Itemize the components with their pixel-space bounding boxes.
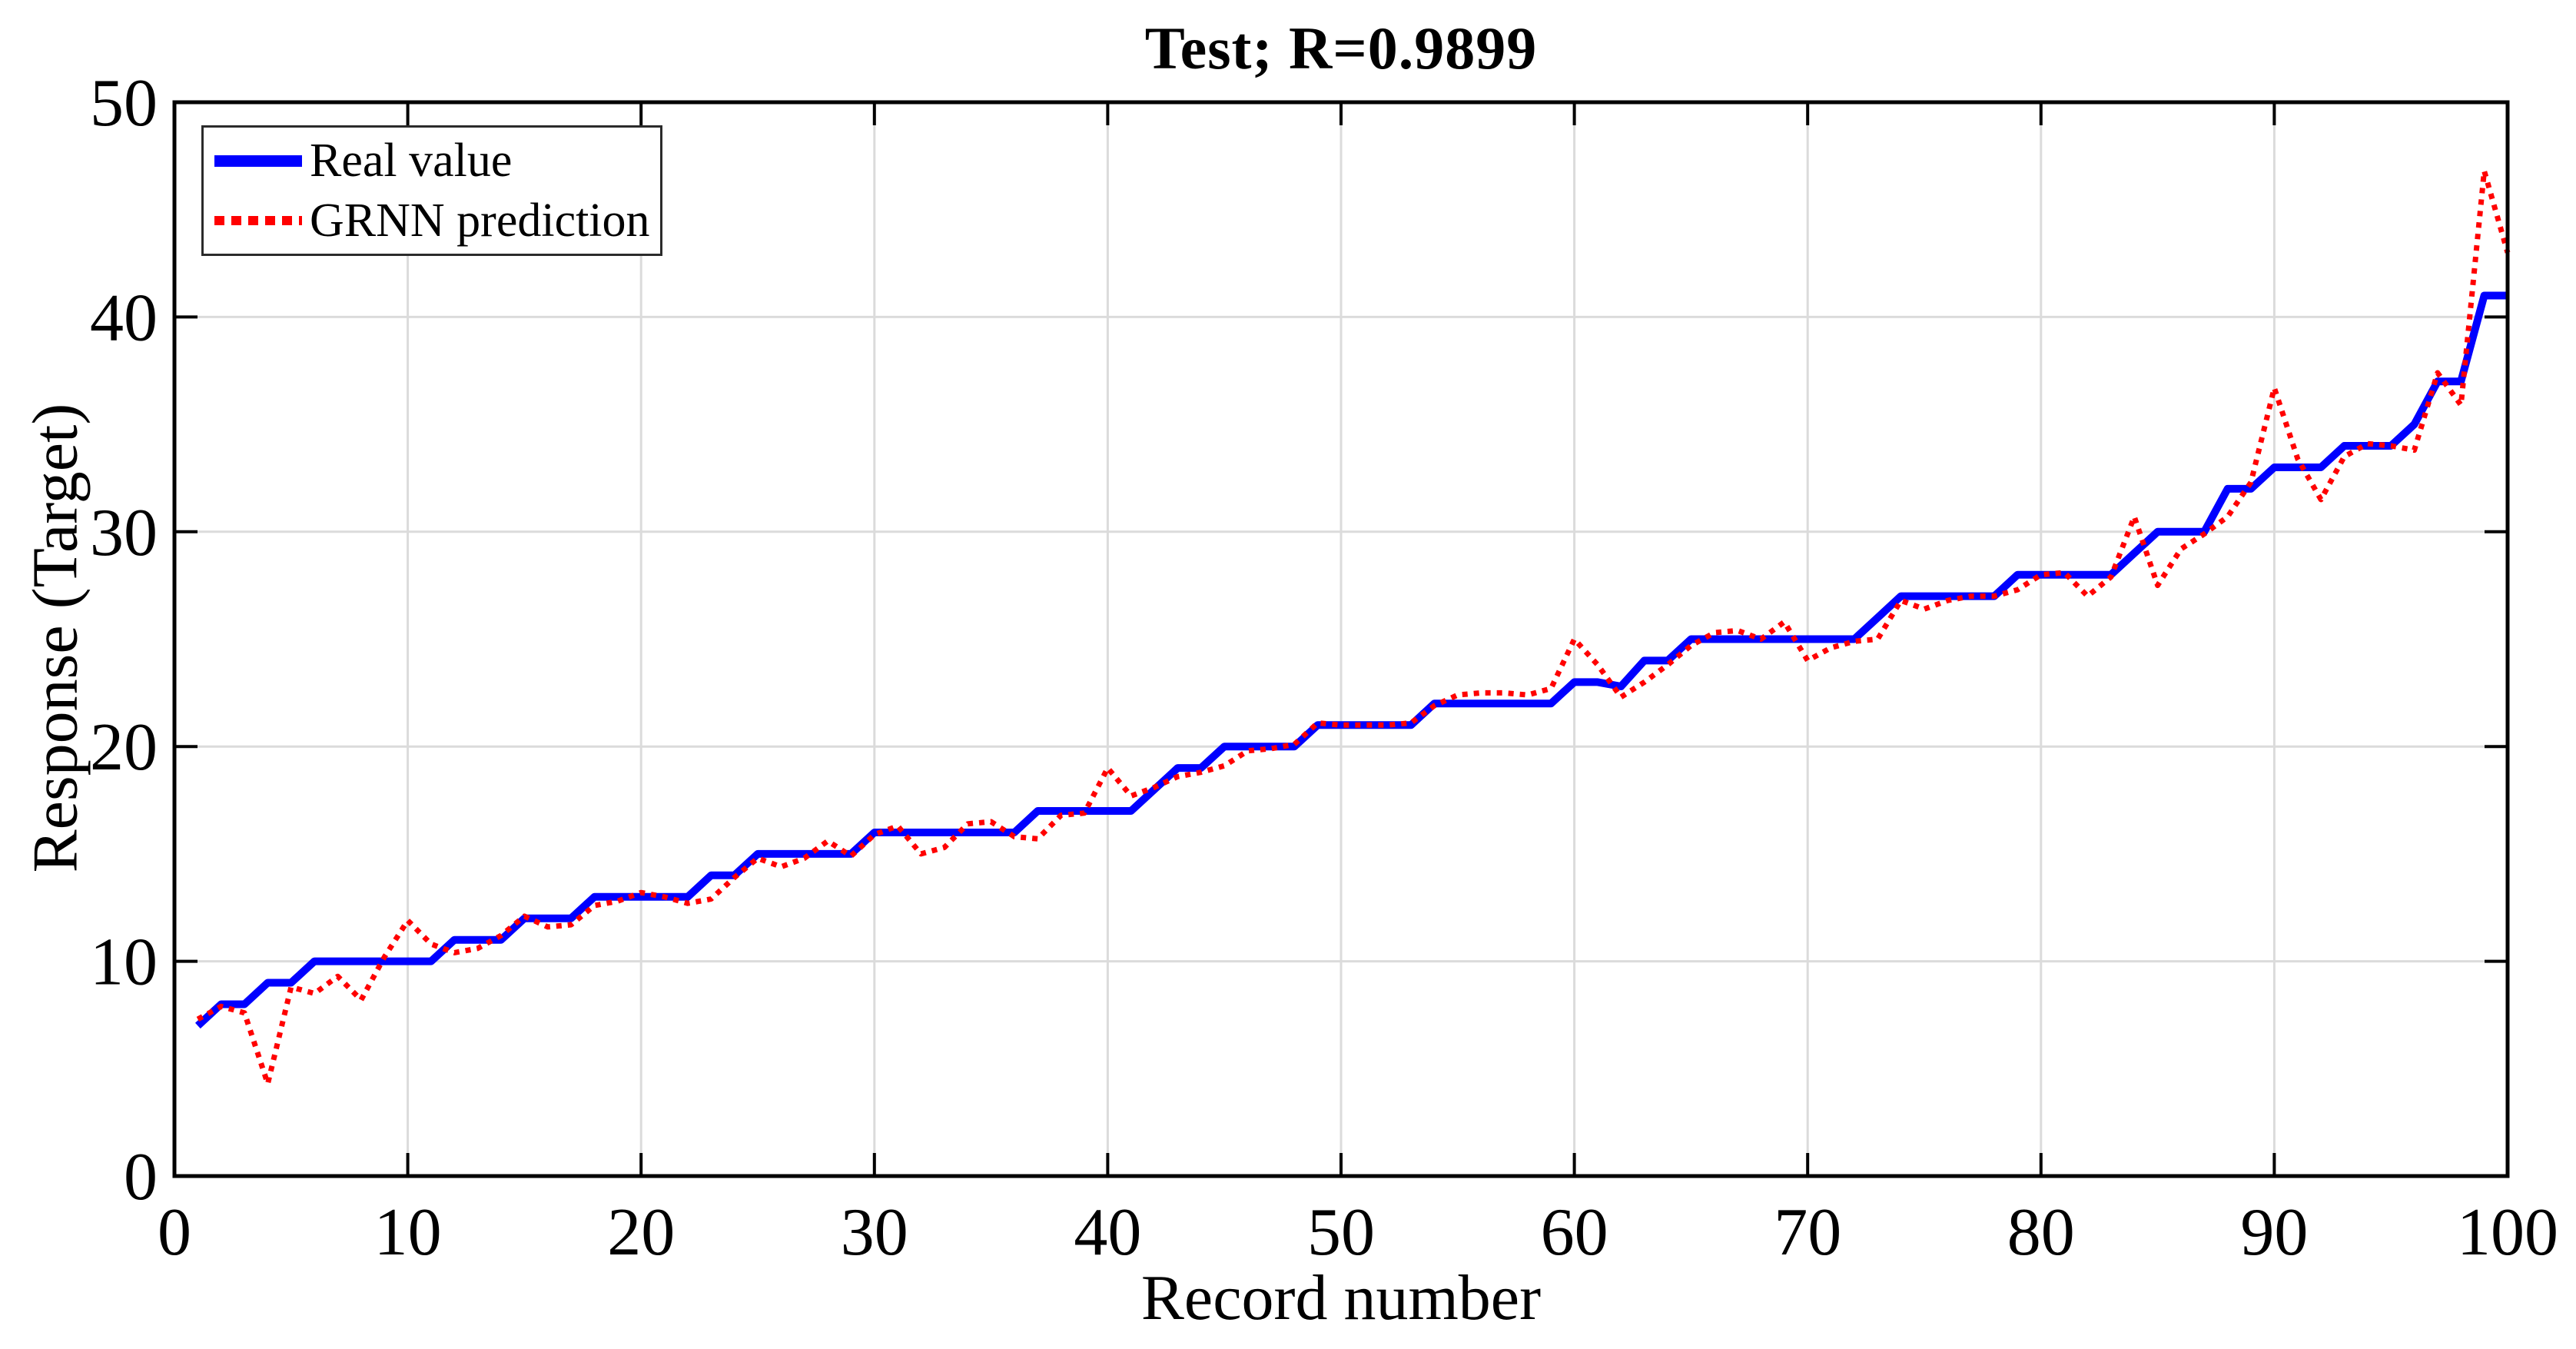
- legend-label-real-value: Real value: [310, 135, 513, 187]
- svg-text:10: 10: [374, 1195, 442, 1270]
- grnn-prediction-line-sample-icon: [214, 216, 302, 225]
- svg-text:80: 80: [2007, 1195, 2075, 1270]
- svg-text:90: 90: [2240, 1195, 2308, 1270]
- chart-title: Test; R=0.9899: [1144, 15, 1538, 81]
- real-value-line-sample-icon: [214, 155, 302, 167]
- legend: Real value GRNN prediction: [201, 125, 662, 256]
- svg-text:10: 10: [90, 925, 158, 1000]
- svg-text:20: 20: [90, 710, 158, 785]
- svg-text:40: 40: [90, 281, 158, 355]
- legend-item-real-value: Real value: [214, 133, 660, 188]
- svg-text:60: 60: [1541, 1195, 1608, 1270]
- svg-text:50: 50: [1307, 1195, 1375, 1270]
- x-axis-label: Record number: [1140, 1262, 1542, 1334]
- svg-text:0: 0: [158, 1195, 191, 1270]
- svg-text:100: 100: [2457, 1195, 2558, 1270]
- svg-text:50: 50: [90, 66, 158, 141]
- svg-text:0: 0: [124, 1140, 158, 1214]
- svg-text:30: 30: [90, 496, 158, 570]
- legend-label-grnn-prediction: GRNN prediction: [310, 194, 650, 247]
- svg-text:30: 30: [841, 1195, 908, 1270]
- y-axis-label: Response (Target): [19, 403, 91, 873]
- svg-text:70: 70: [1774, 1195, 1841, 1270]
- svg-text:20: 20: [607, 1195, 675, 1270]
- svg-text:40: 40: [1074, 1195, 1141, 1270]
- legend-item-grnn-prediction: GRNN prediction: [214, 193, 660, 248]
